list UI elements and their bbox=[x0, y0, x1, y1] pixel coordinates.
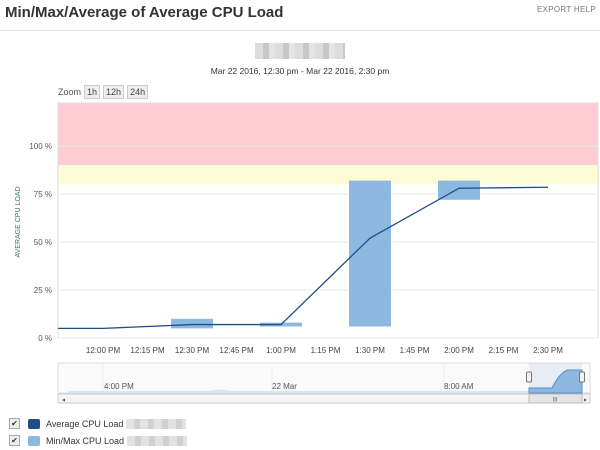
warning-zone bbox=[58, 165, 598, 185]
legend-label: Min/Max CPU Load bbox=[46, 435, 125, 446]
scrollbar-thumb bbox=[528, 393, 583, 404]
scroll-right-arrow: ▸ bbox=[584, 398, 587, 404]
y-tick-label: 75 % bbox=[34, 190, 52, 199]
navigator-label: 22 Mar bbox=[272, 382, 297, 391]
x-tick-label: 2:30 PM bbox=[533, 346, 563, 355]
redacted bbox=[126, 418, 187, 429]
x-tick-label: 12:30 PM bbox=[175, 346, 210, 355]
y-axis-label: AVERAGE CPU LOAD bbox=[15, 186, 22, 257]
zoom-label: Zoom bbox=[58, 87, 82, 97]
y-tick-label: 50 % bbox=[34, 238, 52, 247]
x-tick-label: 1:00 PM bbox=[266, 346, 296, 355]
chart-subtitle: Mar 22 2016, 12:30 pm - Mar 22 2016, 2:3… bbox=[210, 66, 390, 76]
x-tick-label: 1:45 PM bbox=[400, 346, 430, 355]
navigator[interactable]: 4:00 PM 22 Mar 8:00 AM III ◂ ▸ bbox=[57, 362, 591, 404]
x-tick-label: 12:00 PM bbox=[86, 346, 121, 355]
scroll-left-arrow: ◂ bbox=[62, 398, 65, 404]
checkbox[interactable]: ✔ bbox=[9, 418, 20, 429]
scrollbar-grip: III bbox=[552, 398, 557, 404]
zoom-24h-button[interactable]: 24h bbox=[127, 85, 149, 99]
navigator-label: 4:00 PM bbox=[104, 382, 134, 391]
scrollbar-track bbox=[57, 393, 591, 404]
navigator-series bbox=[68, 389, 529, 393]
help-link[interactable]: HELP bbox=[573, 5, 596, 14]
navigator-handle bbox=[526, 371, 532, 383]
checkbox[interactable]: ✔ bbox=[9, 435, 20, 446]
zoom-1h-button[interactable]: 1h bbox=[84, 85, 101, 99]
average-line bbox=[58, 186, 549, 330]
navigator-label: 8:00 AM bbox=[444, 382, 474, 391]
navigator-handle bbox=[579, 371, 585, 383]
divider bbox=[0, 30, 600, 31]
header-links: EXPORT HELP bbox=[537, 5, 596, 14]
legend-item-minmax[interactable]: ✔ Min/Max CPU Load bbox=[9, 435, 188, 446]
page-title: Min/Max/Average of Average CPU Load bbox=[5, 4, 284, 21]
y-tick-label: 0 % bbox=[38, 334, 52, 343]
legend-item-average[interactable]: ✔ Average CPU Load bbox=[9, 418, 187, 429]
navigator-selected-series bbox=[528, 369, 583, 394]
x-tick-label: 1:30 PM bbox=[355, 346, 385, 355]
x-tick-label: 12:45 PM bbox=[219, 346, 254, 355]
y-tick-label: 100 % bbox=[29, 142, 52, 151]
export-link[interactable]: EXPORT bbox=[536, 5, 572, 14]
x-tick-label: 12:15 PM bbox=[130, 346, 165, 355]
zoom-controls: Zoom 1h 12h 24h bbox=[58, 85, 149, 99]
navigator-area bbox=[57, 362, 591, 394]
redacted bbox=[127, 435, 188, 446]
zoom-12h-button[interactable]: 12h bbox=[103, 85, 125, 99]
x-tick-label: 2:00 PM bbox=[444, 346, 474, 355]
critical-zone bbox=[58, 103, 598, 166]
y-tick-label: 25 % bbox=[34, 286, 52, 295]
x-tick-label: 1:15 PM bbox=[311, 346, 341, 355]
swatch-minmax bbox=[28, 435, 40, 446]
legend-label: Average CPU Load bbox=[46, 418, 124, 429]
cpu-load-chart: 0 % 25 % 50 % 75 % 100 % 12:00 PM 12:15 PM 12:3… bbox=[15, 102, 599, 404]
minmax-bar bbox=[438, 180, 480, 200]
minmax-bar bbox=[171, 318, 213, 329]
redacted-node-name bbox=[255, 43, 345, 59]
x-tick-label: 2:15 PM bbox=[489, 346, 519, 355]
minmax-bar bbox=[349, 180, 391, 327]
swatch-average bbox=[28, 418, 40, 429]
